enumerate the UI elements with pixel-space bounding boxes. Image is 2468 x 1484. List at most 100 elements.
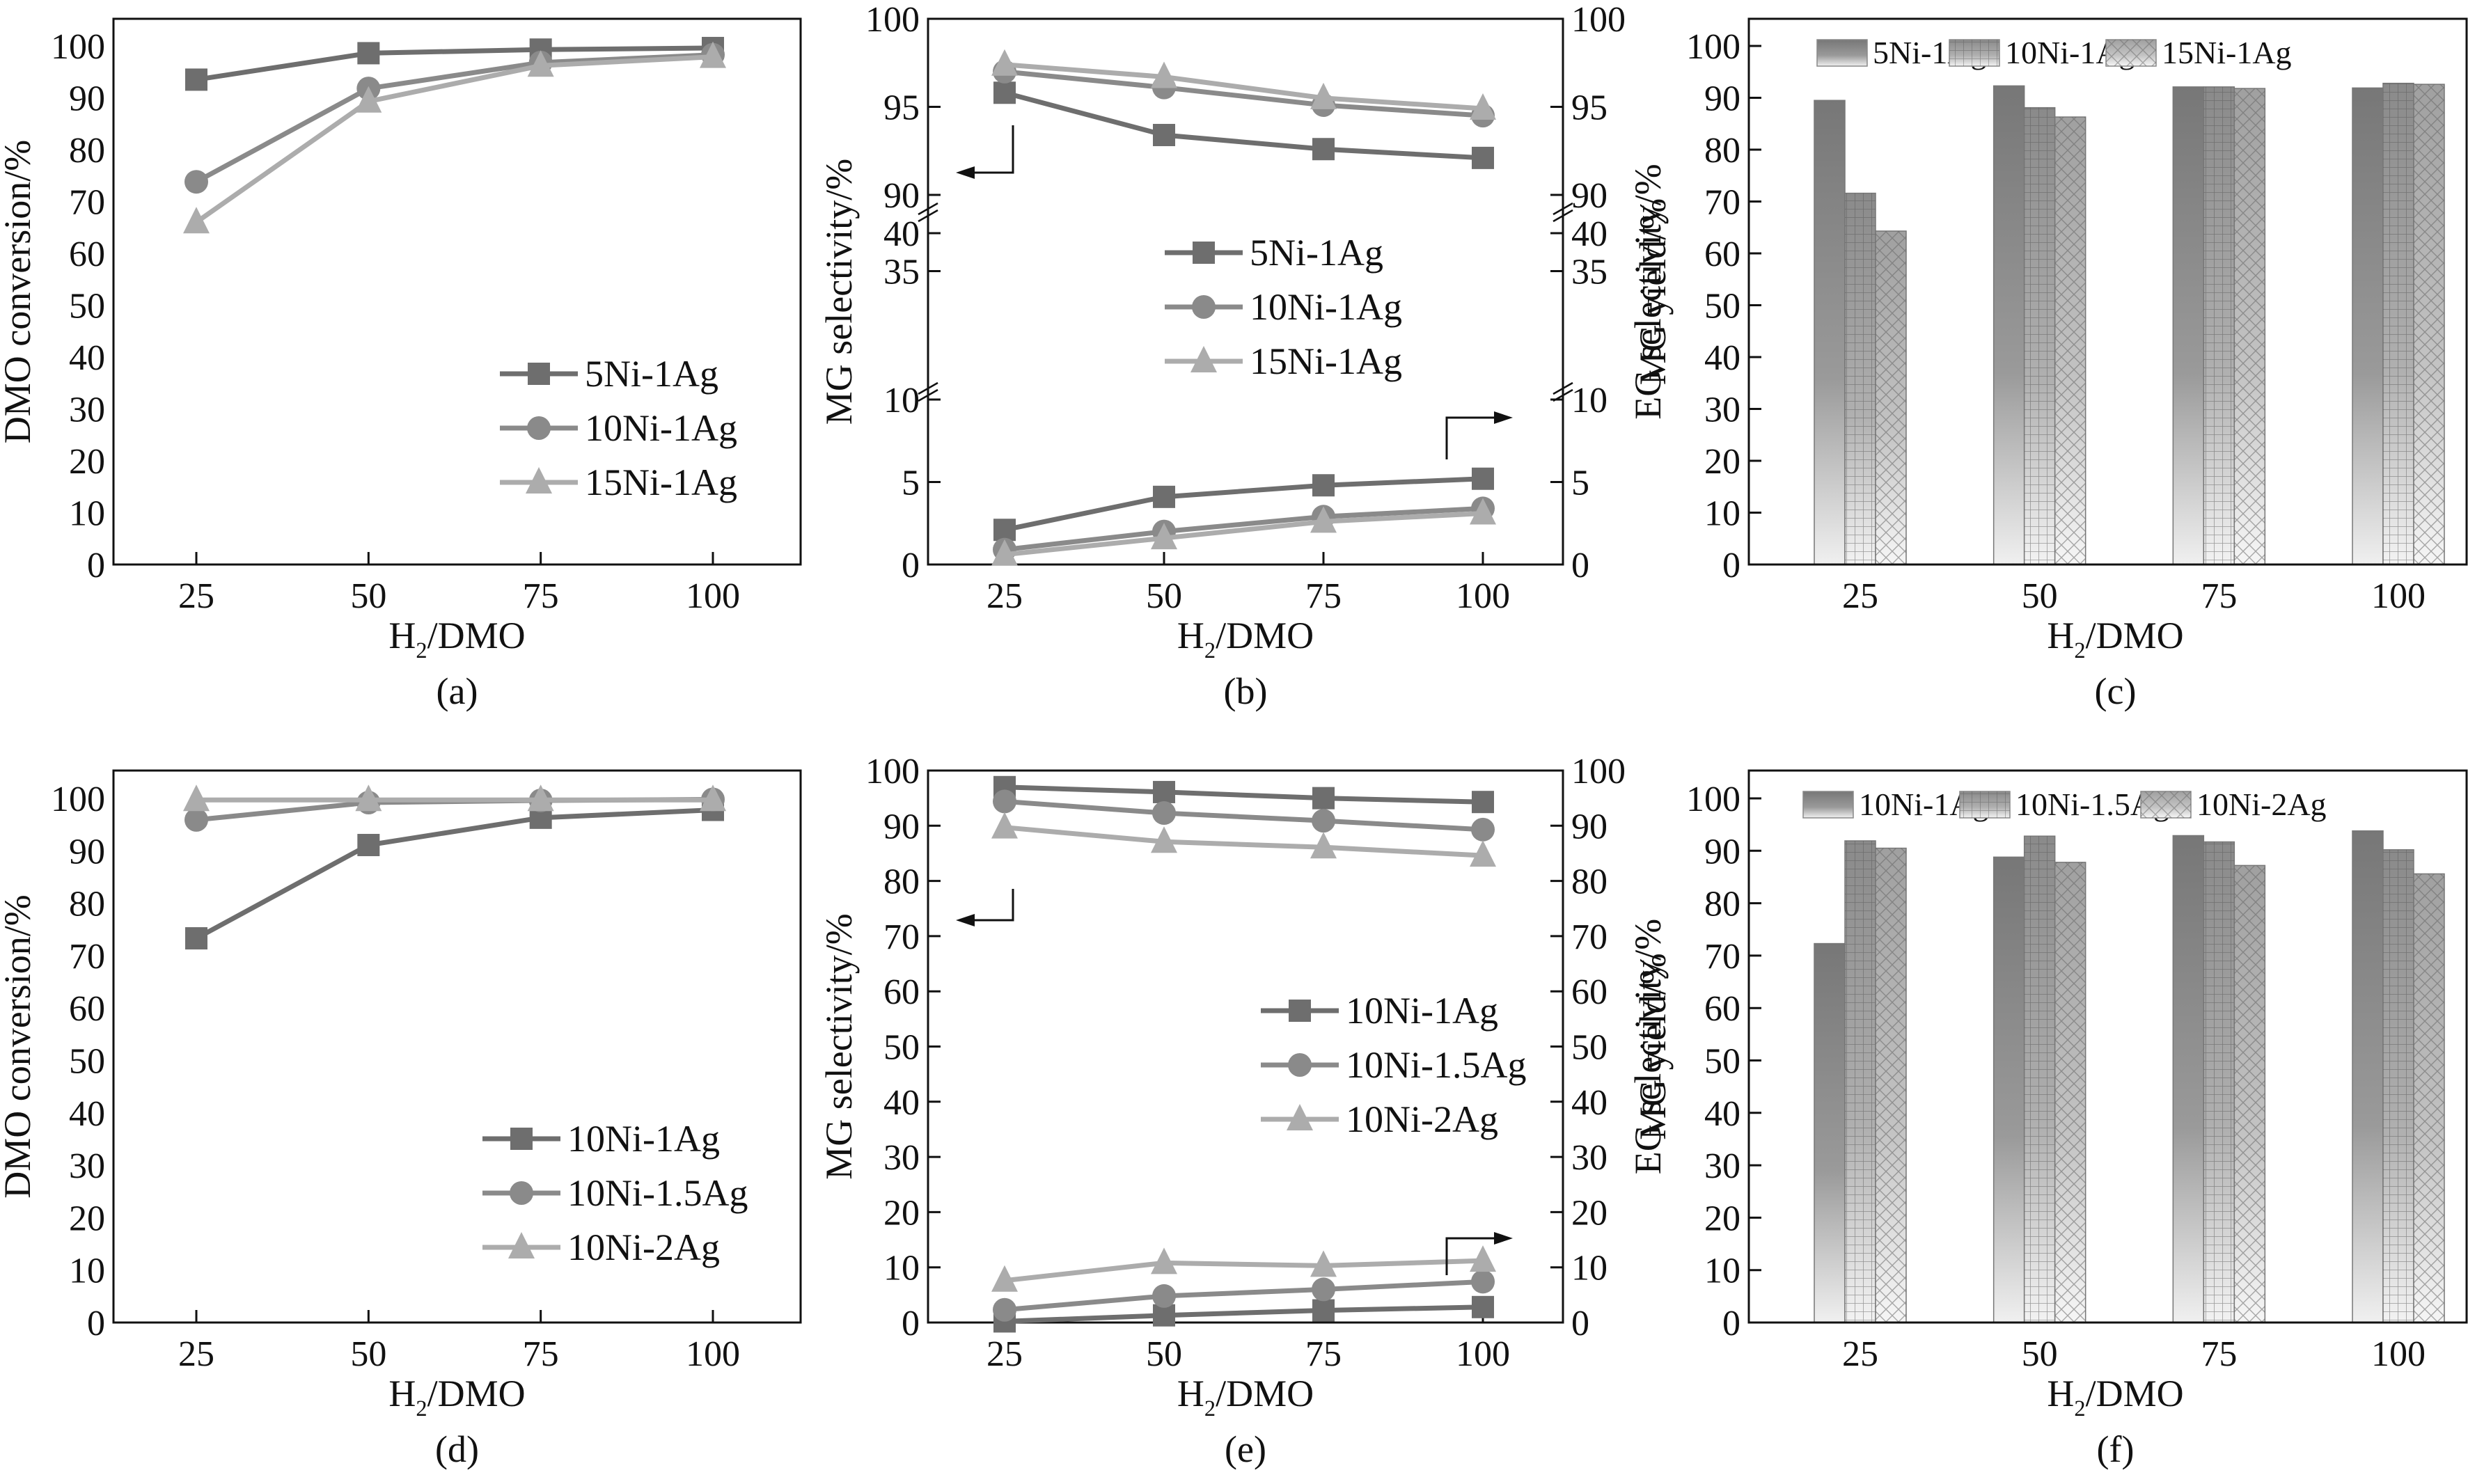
bar	[2054, 862, 2086, 1323]
legend: 5Ni-1Ag 10Ni-1Ag 15Ni-1Ag	[1165, 232, 1402, 382]
y-tick-label: 40	[883, 1083, 920, 1123]
legend-label: 10Ni-1Ag	[1346, 990, 1498, 1032]
y-tick-label: 10	[1704, 1252, 1740, 1291]
legend: 5Ni-1Ag 10Ni-1Ag 15Ni-1Ag	[500, 353, 737, 503]
y-tick-label: 90	[69, 79, 105, 119]
x-tick-label: 25	[178, 576, 214, 616]
marker-square	[1472, 791, 1494, 814]
series-line	[1004, 90, 1484, 161]
y-tick-label: 40	[1704, 338, 1740, 378]
series-10Ni-2Ag	[183, 784, 726, 812]
y-tick-label: 90	[69, 832, 105, 871]
series-line	[1004, 825, 1484, 858]
marker-square	[1153, 1304, 1175, 1327]
y-tick-label: 60	[1704, 989, 1740, 1029]
marker-square	[357, 42, 380, 65]
x-tick-label: 75	[523, 1334, 559, 1374]
y-tick-label: 50	[883, 1028, 920, 1068]
bar-fill	[1993, 856, 2025, 1323]
y-tick-label: 20	[1704, 1199, 1740, 1238]
axis-break-mark	[1553, 388, 1573, 402]
marker-triangle	[1151, 523, 1177, 550]
bar	[1844, 840, 1876, 1323]
x-tick-label: 75	[523, 576, 559, 616]
marker-triangle	[1470, 1245, 1496, 1272]
bar	[2413, 873, 2445, 1323]
left-axis-arrow	[964, 889, 1014, 922]
marker-square	[185, 68, 207, 91]
legend-swatch	[1816, 39, 1868, 67]
marker-triangle	[526, 467, 552, 494]
x-tick-label: 75	[1305, 1334, 1342, 1374]
series-line	[195, 52, 714, 184]
y-tick-label: 20	[883, 1193, 920, 1233]
y-tick-label: 80	[883, 862, 920, 902]
legend-swatch-pattern	[2106, 40, 2156, 66]
legend-swatch-pattern	[1960, 791, 2010, 818]
axis-break-mark	[918, 209, 938, 223]
bar-pattern	[2383, 849, 2414, 1323]
x-tick-label: 100	[2371, 1334, 2426, 1374]
marker-square	[993, 81, 1016, 104]
y-tick-label: 30	[69, 390, 105, 430]
bar	[2203, 841, 2235, 1323]
x-tick-label: 100	[2371, 576, 2426, 616]
bar-fill	[1814, 942, 1846, 1323]
x-axis-label: H2/DMO	[388, 1373, 525, 1421]
bar	[2172, 86, 2205, 565]
axis-break-mark	[1553, 381, 1573, 395]
bar-pattern	[2054, 862, 2086, 1323]
bar	[2413, 84, 2445, 565]
x-tick-label: 50	[1146, 1334, 1182, 1374]
y-tick-label: 100	[51, 780, 105, 819]
bar	[2172, 835, 2205, 1323]
series-line	[1004, 784, 1484, 805]
marker-triangle	[355, 86, 382, 113]
y-tick-label: 0	[902, 546, 920, 585]
bar	[2023, 106, 2056, 565]
series-line	[1004, 69, 1484, 118]
legend-swatch-pattern	[2141, 791, 2191, 818]
series-10Ni-1.5Ag	[184, 787, 725, 832]
bar-pattern	[1876, 230, 1906, 565]
marker-circle	[1312, 1277, 1335, 1302]
series-line	[1004, 476, 1484, 532]
y2-tick-label: 0	[1571, 546, 1589, 585]
y-tick-label: 50	[69, 1042, 105, 1082]
bar-pattern	[2203, 86, 2235, 565]
legend-label: 10Ni-1.5Ag	[567, 1172, 748, 1214]
series-15Ni-1Ag-right	[991, 498, 1496, 566]
legend-label: 10Ni-1Ag	[567, 1118, 720, 1160]
marker-circle	[527, 416, 551, 440]
y-tick-label: 70	[1704, 937, 1740, 977]
bar	[1814, 100, 1846, 565]
legend-label: 15Ni-1Ag	[585, 461, 737, 503]
bar	[2233, 88, 2266, 565]
marker-circle	[1471, 1270, 1495, 1294]
series-line	[1004, 62, 1484, 111]
bar	[2203, 86, 2235, 565]
bar-pattern	[1845, 840, 1876, 1323]
legend-label: 10Ni-2Ag	[1346, 1098, 1498, 1140]
y-tick-label: 20	[69, 1199, 105, 1238]
marker-circle	[993, 789, 1016, 814]
marker-triangle	[1287, 1104, 1313, 1130]
series-10Ni-1.5Ag-left	[993, 789, 1495, 842]
marker-triangle	[991, 49, 1018, 76]
plot-frame	[927, 17, 1564, 566]
plot-frame	[112, 17, 802, 566]
marker-square	[528, 363, 550, 385]
y-tick-label: 100	[865, 752, 920, 791]
marker-triangle	[991, 812, 1018, 839]
marker-square	[993, 519, 1016, 542]
x-tick-label: 25	[987, 1334, 1023, 1374]
y-tick-label: 80	[1704, 131, 1740, 171]
x-tick-label: 100	[686, 576, 740, 616]
y-tick-label: 40	[1704, 1094, 1740, 1134]
y-tick-label: 60	[883, 972, 920, 1012]
arrow-right-icon	[1494, 1232, 1513, 1245]
arrow-left-icon	[956, 166, 975, 179]
y2-tick-label: 95	[1571, 88, 1608, 128]
